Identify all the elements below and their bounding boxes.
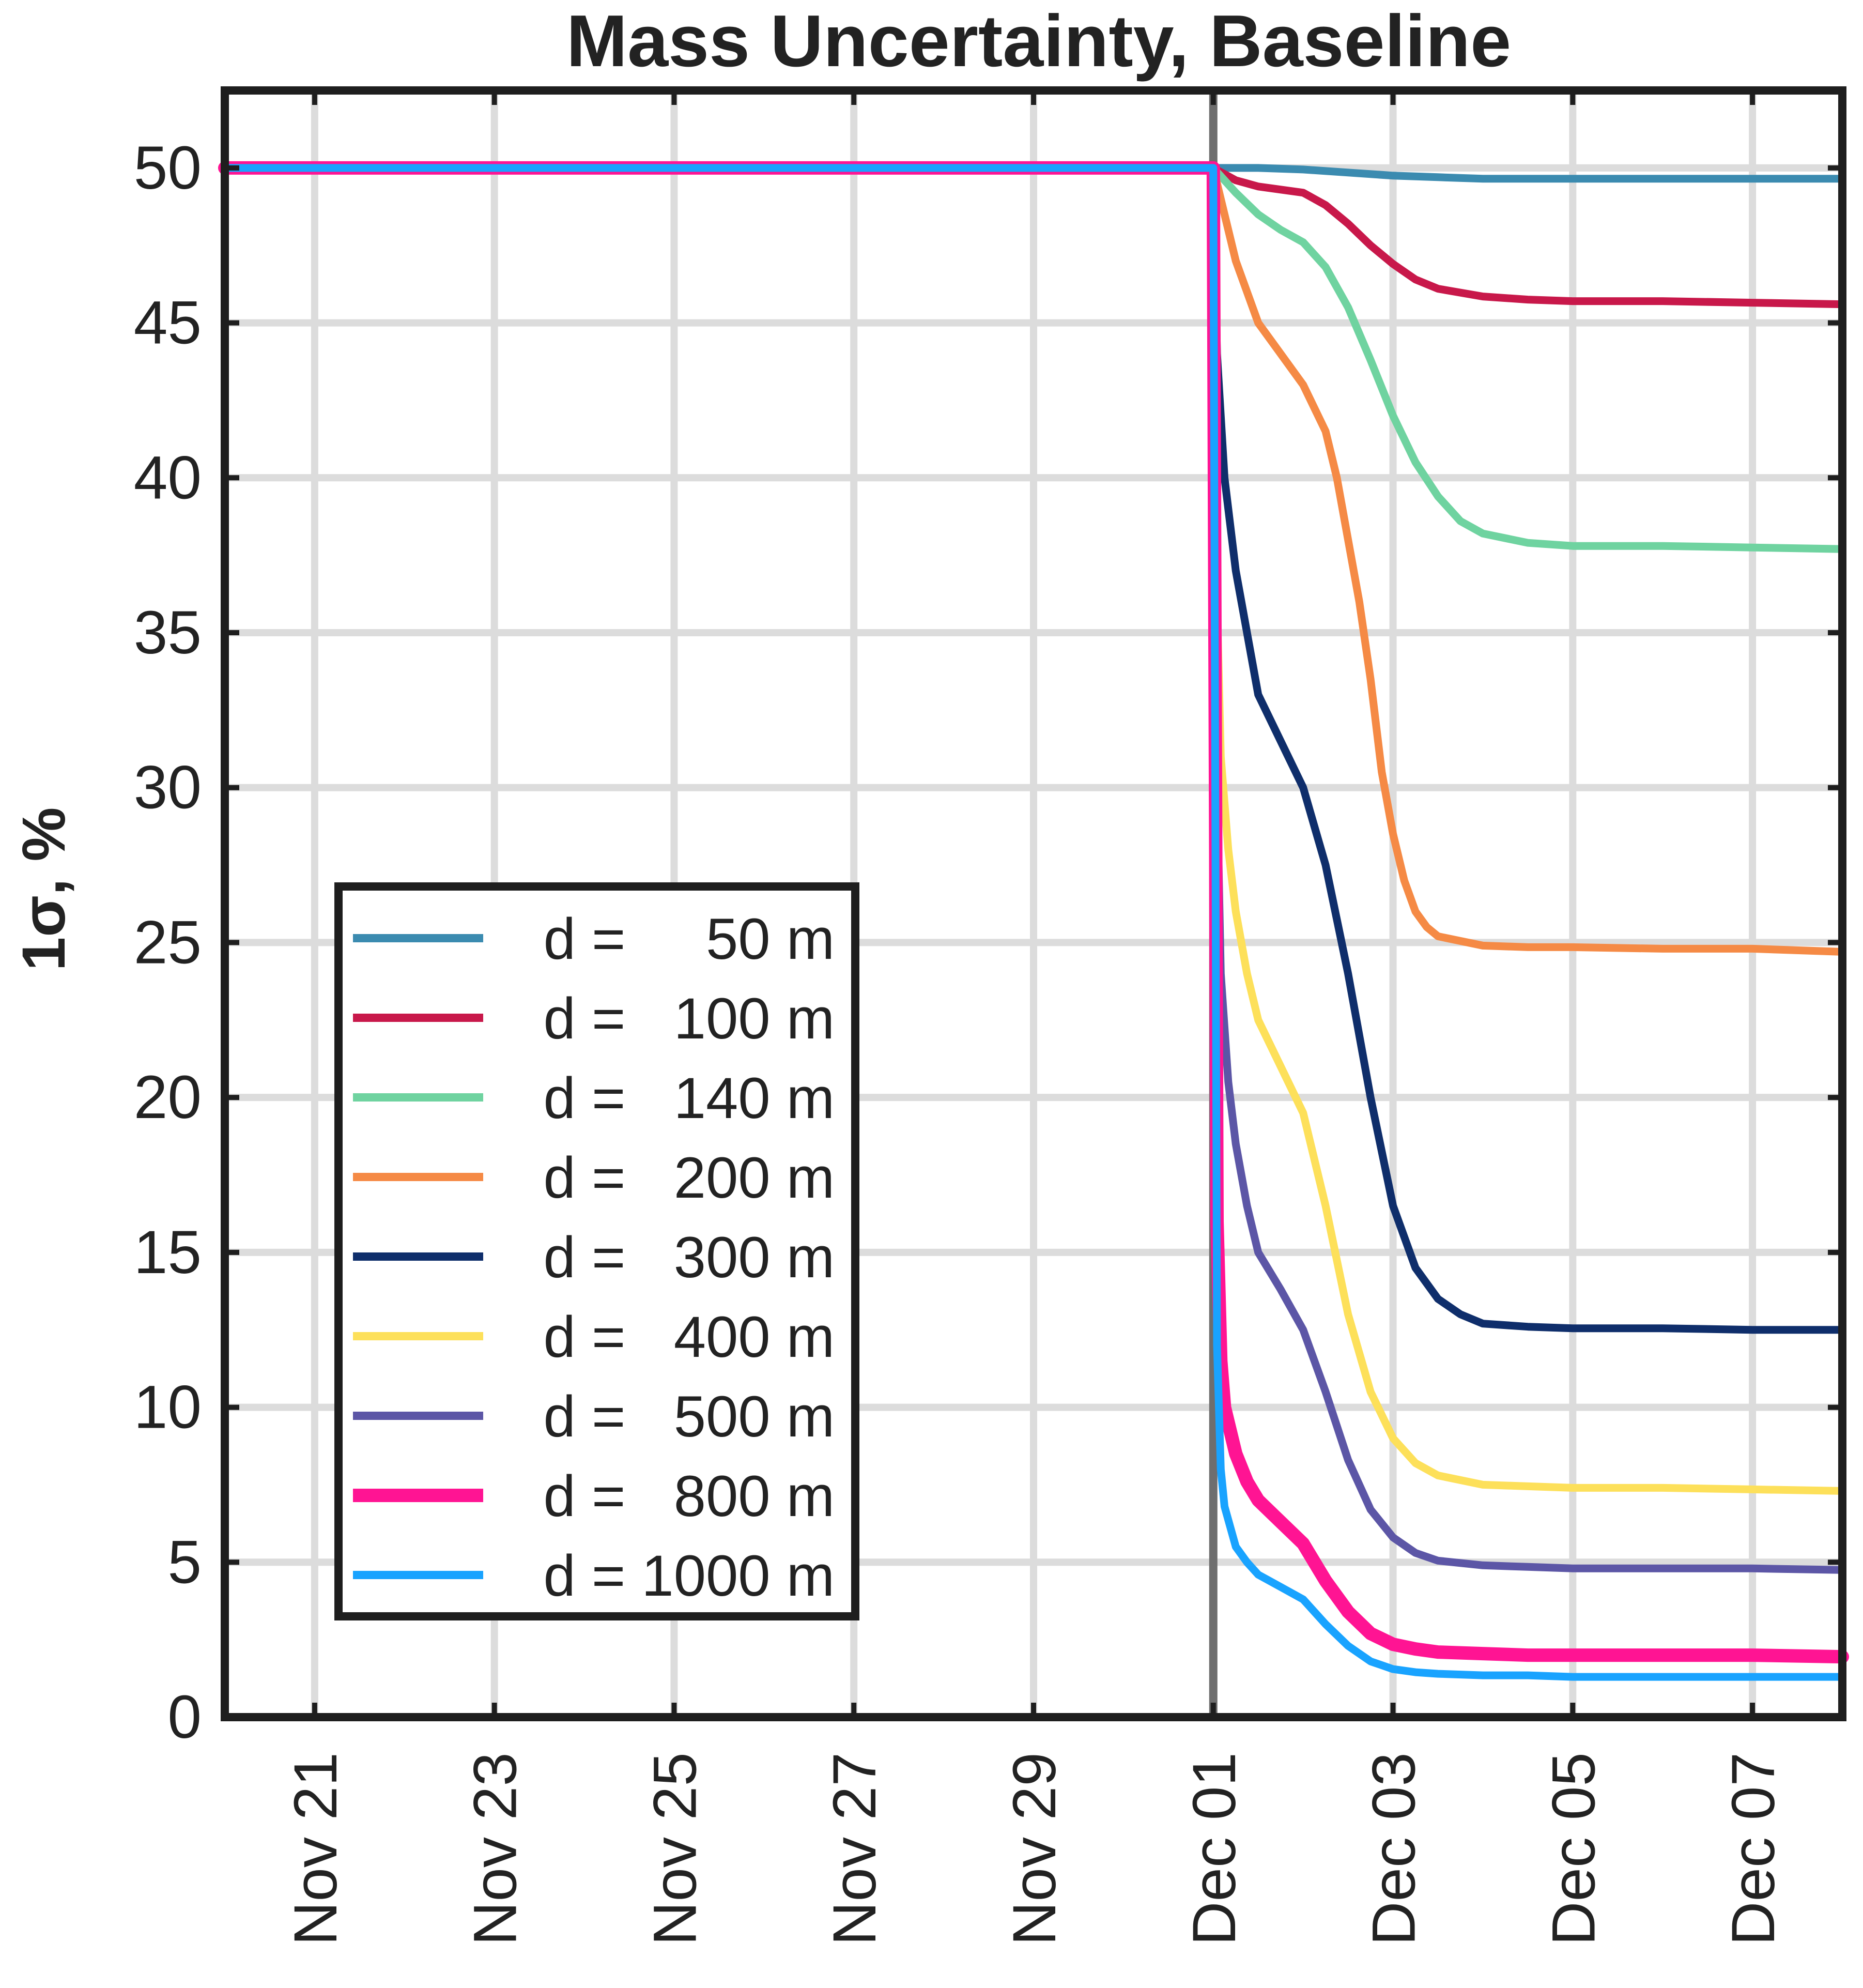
- legend-label: d = 300 m: [544, 1225, 835, 1290]
- x-tick-label: Dec 03: [1360, 1752, 1428, 1946]
- series-line: [221, 164, 1846, 1681]
- plot-area: [218, 161, 1849, 1681]
- legend: d = 50 m d = 100 m d = 140 m d = 200 m d = 3…: [334, 882, 859, 1620]
- x-tick-label: Nov 25: [641, 1752, 709, 1946]
- y-tick-label: 45: [134, 289, 202, 357]
- x-tick-label: Nov 29: [1000, 1752, 1069, 1946]
- y-tick-label: 15: [134, 1218, 202, 1287]
- legend-label: d = 400 m: [544, 1305, 835, 1369]
- legend-label: d = 500 m: [544, 1384, 835, 1449]
- legend-label: d = 1000 m: [544, 1543, 835, 1608]
- legend-label: d = 800 m: [544, 1464, 835, 1528]
- x-tick-label: Dec 01: [1180, 1752, 1249, 1946]
- legend-label: d = 140 m: [544, 1066, 835, 1130]
- y-tick-label: 40: [134, 444, 202, 512]
- x-tick-label: Nov 21: [282, 1752, 350, 1946]
- y-tick-label: 50: [134, 134, 202, 202]
- y-tick-label: 30: [134, 754, 202, 822]
- x-tick-label: Dec 05: [1539, 1752, 1608, 1946]
- y-axis: 0 5 10 15 20 25 30 35 40 45 50: [134, 134, 1842, 1751]
- series-line: [221, 164, 1846, 1334]
- series-line: [221, 164, 1846, 956]
- y-tick-label: 5: [167, 1528, 202, 1596]
- x-axis: Nov 21 Nov 23 Nov 25 Nov 27 Nov 29 Dec 01 Dec …: [282, 90, 1788, 1946]
- legend-label: d = 50 m: [544, 907, 835, 971]
- y-tick-label: 25: [134, 908, 202, 976]
- series-line: [221, 164, 1846, 553]
- x-tick-label: Nov 27: [821, 1752, 889, 1946]
- y-tick-label: 20: [134, 1063, 202, 1131]
- series-line: [221, 164, 1846, 1574]
- y-tick-label: 0: [167, 1683, 202, 1751]
- series-line: [221, 164, 1846, 1495]
- x-tick-label: Nov 23: [461, 1752, 530, 1946]
- legend-label: d = 100 m: [544, 986, 835, 1051]
- y-tick-label: 35: [134, 599, 202, 667]
- series-line: [221, 164, 1846, 309]
- chart-title: Mass Uncertainty, Baseline: [566, 0, 1511, 82]
- legend-label: d = 200 m: [544, 1145, 835, 1210]
- series-line: [218, 161, 1849, 1664]
- series-line: [221, 164, 1846, 183]
- x-tick-label: Dec 07: [1719, 1752, 1788, 1946]
- y-axis-label: 1σ, %: [10, 807, 78, 971]
- y-tick-label: 10: [134, 1373, 202, 1442]
